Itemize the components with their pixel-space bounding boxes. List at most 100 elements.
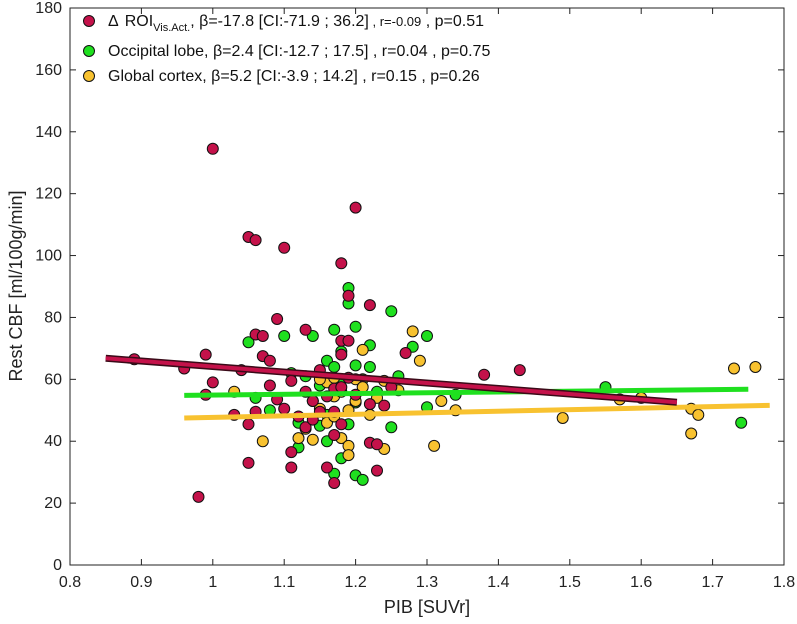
roi-data-point xyxy=(513,364,526,377)
roi-legend-r: , r=-0.09 xyxy=(369,14,421,29)
roi-data-point xyxy=(206,142,219,155)
roi-data-point xyxy=(363,398,376,411)
x-tick-label: 1.8 xyxy=(773,574,795,591)
glob-data-point xyxy=(342,449,355,462)
plot-area xyxy=(69,7,785,566)
y-tick-label: 40 xyxy=(44,433,62,450)
x-tick-label: 1 xyxy=(208,574,217,591)
roi-data-point xyxy=(285,446,298,459)
roi-data-point xyxy=(321,461,333,474)
roi-data-point xyxy=(271,313,284,325)
y-tick-label: 140 xyxy=(35,124,62,141)
x-tick-label: 1.7 xyxy=(701,574,723,591)
roi-data-point xyxy=(399,347,412,359)
y-tick-label: 120 xyxy=(35,186,62,203)
occ-legend-r: , r=0.04 xyxy=(368,43,427,60)
x-tick-label: 0.8 xyxy=(59,574,81,591)
occ-legend-entry: Occipital lobe, β=2.4 [CI:-12.7 ; 17.5] … xyxy=(108,43,490,60)
roi-data-point xyxy=(342,334,355,347)
y-tick-label: 60 xyxy=(44,371,62,388)
roi-data-point xyxy=(371,464,383,477)
x-tick-label: 1.2 xyxy=(344,574,366,591)
roi-data-point xyxy=(328,429,341,441)
roi-data-point xyxy=(371,438,383,451)
roi-data-point xyxy=(199,348,212,361)
glob-data-point xyxy=(413,354,426,367)
glob-data-point xyxy=(435,395,448,407)
occ-legend-beta: β=2.4 [CI:-12.7 ; 17.5] xyxy=(209,43,369,60)
roi-data-point xyxy=(335,418,348,431)
roi-data-point xyxy=(249,234,262,247)
roi-fit-line xyxy=(105,356,678,405)
roi-data-point xyxy=(263,354,276,367)
occ-data-point xyxy=(363,361,376,373)
glob-legend-beta: β=5.2 [CI:-3.9 ; 14.2] xyxy=(207,68,358,85)
roi-legend-delta: Δ xyxy=(108,13,119,30)
roi-data-point xyxy=(363,299,376,312)
occ-data-point xyxy=(385,421,398,434)
x-tick-label: 1.4 xyxy=(487,574,509,591)
y-tick-label: 20 xyxy=(44,495,62,512)
roi-data-point xyxy=(335,381,348,394)
roi-data-point xyxy=(299,323,312,336)
roi-data-point xyxy=(285,374,298,387)
occ-data-point xyxy=(349,359,362,372)
roi-data-point xyxy=(478,368,491,381)
occ-data-point xyxy=(385,305,398,318)
occ-data-point xyxy=(278,330,291,342)
glob-legend-p: , p=0.26 xyxy=(417,68,480,85)
roi-legend-beta: , β=-17.8 [CI:-71.9 ; 36.2] xyxy=(190,13,369,30)
y-tick-label: 180 xyxy=(35,0,62,17)
roi-legend-marker xyxy=(83,15,95,27)
roi-data-point xyxy=(263,379,276,392)
occ-legend-p: , p=0.75 xyxy=(428,43,491,60)
roi-legend-p: , p=0.51 xyxy=(421,13,484,30)
roi-legend-entry: Δ ROIVis.Act., β=-17.8 [CI:-71.9 ; 36.2] … xyxy=(108,13,484,34)
roi-data-point xyxy=(349,201,362,214)
roi-data-point xyxy=(278,241,291,254)
glob-data-point xyxy=(256,435,269,448)
occ-data-point xyxy=(421,330,433,342)
x-axis-label: PIB [SUVr] xyxy=(384,597,470,617)
occ-data-point xyxy=(356,473,369,486)
glob-legend-main: Global cortex, xyxy=(108,68,207,85)
glob-data-point xyxy=(406,325,419,338)
legend: Δ ROIVis.Act., β=-17.8 [CI:-71.9 ; 36.2] … xyxy=(83,13,490,85)
occ-data-point xyxy=(242,336,255,349)
x-tick-label: 0.9 xyxy=(130,574,152,591)
y-tick-label: 160 xyxy=(35,62,62,79)
x-tick-label: 1.3 xyxy=(416,574,438,591)
roi-data-point xyxy=(278,402,291,415)
occ-data-point xyxy=(328,361,341,373)
roi-data-point xyxy=(378,399,391,412)
x-tick-label: 1.6 xyxy=(630,574,652,591)
roi-data-point xyxy=(335,257,348,270)
roi-data-point xyxy=(242,456,255,469)
data-points xyxy=(128,142,762,503)
roi-legend-sub: Vis.Act. xyxy=(153,22,190,34)
roi-data-point xyxy=(335,348,348,361)
y-tick-label: 100 xyxy=(35,248,62,265)
x-tick-label: 1.5 xyxy=(559,574,581,591)
roi-data-point xyxy=(192,490,205,503)
glob-data-point xyxy=(356,343,369,356)
y-axis-label: Rest CBF [ml/100g/min] xyxy=(6,190,26,381)
roi-data-point xyxy=(206,376,219,389)
roi-data-point xyxy=(328,477,341,489)
glob-fit-line xyxy=(184,402,770,421)
occ-fit-line xyxy=(184,386,749,398)
glob-legend-entry: Global cortex, β=5.2 [CI:-3.9 ; 14.2] , … xyxy=(108,68,480,85)
glob-data-point xyxy=(728,362,740,375)
axis-ticks: 0.8 0.9 1 1.1 1.2 1.3 1.4 1.5 1.6 1.7 1.8 0 20 40 60 80… xyxy=(35,0,795,591)
x-tick-label: 1.1 xyxy=(273,574,295,591)
roi-legend-main: ROI xyxy=(125,13,153,30)
glob-legend-marker xyxy=(83,70,95,82)
y-tick-label: 0 xyxy=(53,557,62,574)
roi-data-point xyxy=(242,418,255,431)
roi-data-point xyxy=(306,395,319,407)
roi-data-point xyxy=(299,421,312,434)
occ-legend-main: Occipital lobe, xyxy=(108,43,209,60)
glob-data-point xyxy=(556,412,569,424)
glob-data-point xyxy=(306,433,319,446)
